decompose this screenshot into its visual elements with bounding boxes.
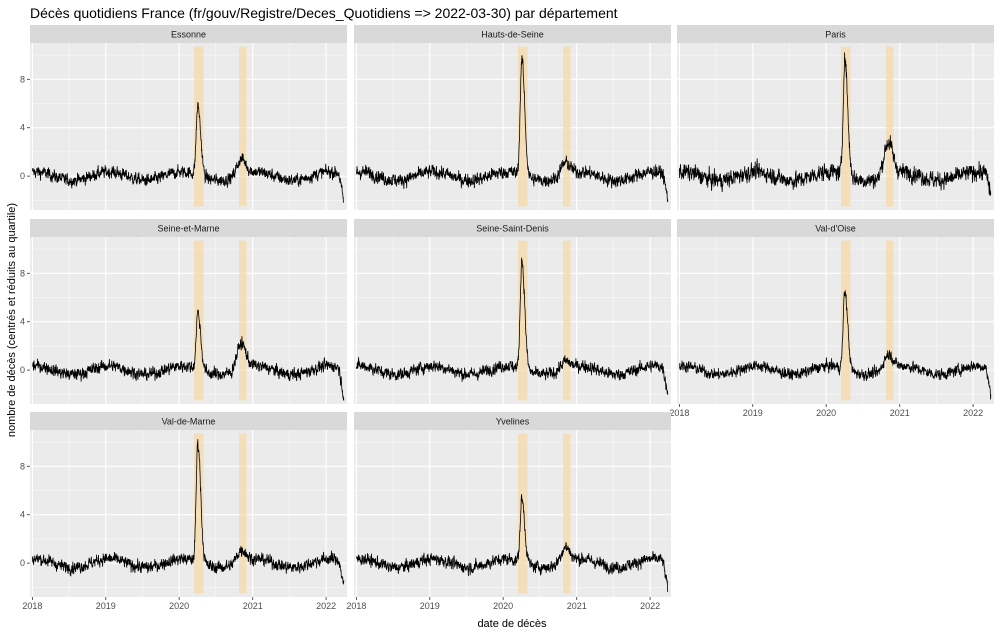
x-tick-label: 2022	[640, 601, 660, 611]
highlight-band	[194, 46, 204, 207]
highlight-band	[239, 433, 247, 594]
highlight-band	[563, 240, 571, 401]
x-tick-label: 2021	[567, 601, 587, 611]
x-tick-label: 2019	[743, 408, 763, 418]
x-tick-label: 2019	[420, 601, 440, 611]
strip-background	[354, 219, 671, 237]
x-tick-label: 2022	[316, 601, 336, 611]
strip-label: Yvelines	[496, 417, 530, 427]
series-line	[356, 55, 669, 203]
x-tick-label: 2019	[96, 601, 116, 611]
strip-background	[677, 219, 994, 237]
highlight-band	[194, 240, 204, 401]
x-tick-label: 2020	[493, 601, 513, 611]
highlight-band	[886, 240, 894, 401]
y-tick-label: 4	[20, 317, 25, 327]
panel-2: Paris	[677, 25, 994, 210]
y-tick-label: 4	[20, 123, 25, 133]
highlight-band	[518, 240, 528, 401]
strip-label: Hauts-de-Seine	[481, 30, 544, 40]
series-line	[356, 494, 669, 593]
y-tick-label: 8	[20, 74, 25, 84]
strip-background	[30, 219, 347, 237]
chart-title: Décès quotidiens France (fr/gouv/Registr…	[30, 5, 618, 21]
strip-label: Val-de-Marne	[162, 417, 216, 427]
x-tick-label: 2018	[669, 408, 689, 418]
x-tick-label: 2018	[346, 601, 366, 611]
y-tick-label: 4	[20, 510, 25, 520]
y-tick-label: 8	[20, 268, 25, 278]
x-tick-label: 2018	[22, 601, 42, 611]
series-line	[32, 102, 344, 203]
y-tick-label: 0	[20, 558, 25, 568]
y-tick-label: 8	[20, 461, 25, 471]
x-tick-label: 2021	[243, 601, 263, 611]
highlight-band	[518, 433, 528, 594]
panel-5: Val-d'Oise 2018 2019 2020 2021 2022	[669, 219, 994, 418]
highlight-band	[563, 433, 571, 594]
facet-panels: Essonne 0 4 8 Hauts-de-Seine Paris Seine-et-Ma…	[20, 25, 994, 611]
panel-background	[354, 430, 671, 597]
panel-4: Seine-Saint-Denis	[354, 219, 671, 404]
series-line	[356, 257, 669, 395]
y-tick-label: 0	[20, 365, 25, 375]
strip-background	[354, 25, 671, 43]
panel-3: Seine-et-Marne 0 4 8	[20, 219, 347, 404]
highlight-band	[563, 46, 571, 207]
x-axis-title: date de décès	[477, 618, 547, 630]
strip-label: Seine-et-Marne	[157, 224, 219, 234]
series-line	[679, 52, 992, 197]
series-line	[679, 289, 992, 400]
strip-background	[354, 412, 671, 430]
y-tick-label: 0	[20, 171, 25, 181]
highlight-band	[194, 433, 204, 594]
panel-6: Val-de-Marne 0 4 8 2018 2019 2020 2021 2022	[20, 412, 347, 611]
strip-label: Seine-Saint-Denis	[476, 224, 549, 234]
strip-background	[30, 412, 347, 430]
x-tick-label: 2020	[816, 408, 836, 418]
panel-background	[30, 43, 347, 210]
strip-label: Essonne	[171, 30, 206, 40]
highlight-band	[518, 46, 528, 207]
strip-background	[30, 25, 347, 43]
highlight-band	[841, 240, 851, 401]
strip-label: Paris	[825, 30, 846, 40]
strip-label: Val-d'Oise	[815, 224, 856, 234]
y-axis-title: nombre de décès (centrés et réduits au q…	[6, 203, 18, 437]
strip-background	[677, 25, 994, 43]
highlight-band	[886, 46, 894, 207]
series-line	[32, 309, 345, 401]
panel-0: Essonne 0 4 8	[20, 25, 347, 210]
x-tick-label: 2021	[890, 408, 910, 418]
panel-7: Yvelines 2018 2019 2020 2021 2022	[346, 412, 671, 611]
panel-background	[677, 43, 994, 210]
panel-1: Hauts-de-Seine	[354, 25, 671, 210]
highlight-band	[239, 46, 247, 207]
x-tick-label: 2022	[963, 408, 983, 418]
series-line	[32, 439, 345, 586]
highlight-band	[841, 46, 851, 207]
x-tick-label: 2020	[169, 601, 189, 611]
panel-background	[30, 237, 347, 404]
highlight-band	[239, 240, 247, 401]
